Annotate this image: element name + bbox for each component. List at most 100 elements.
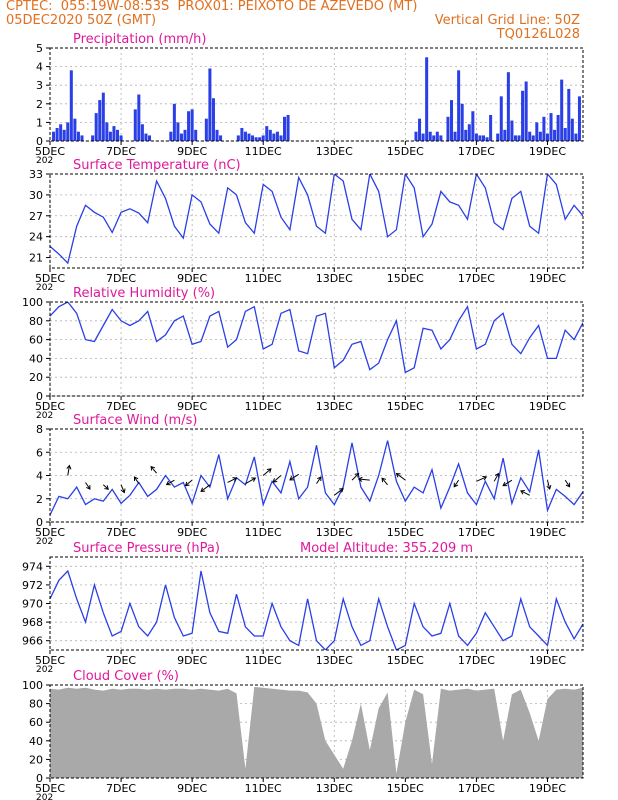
- wind-arrow-head: [150, 465, 156, 471]
- precip-bar: [286, 114, 290, 141]
- y-tick-label: 970: [22, 598, 43, 611]
- precip-bar: [133, 109, 137, 141]
- wind-arrow: [150, 465, 157, 474]
- x-tick-label: 7DEC: [106, 654, 136, 667]
- wind-arrow: [200, 484, 211, 492]
- precip-bar: [119, 135, 123, 141]
- precip-bar: [521, 90, 525, 141]
- wind-arrow-head: [184, 481, 190, 487]
- precip-bar: [215, 129, 219, 141]
- x-tick-label: 9DEC: [177, 400, 207, 413]
- precip-bar: [478, 135, 482, 141]
- precip-bar: [52, 131, 56, 141]
- panel-frame: [49, 428, 584, 523]
- precip-bar: [510, 120, 514, 141]
- precip-bar: [62, 129, 66, 141]
- precip-bar: [439, 135, 443, 141]
- wind-arrow: [289, 473, 299, 481]
- precip-bar: [467, 124, 471, 141]
- y-tick-label: 966: [22, 635, 43, 648]
- wind-arrow-shaft: [262, 468, 272, 476]
- x-tick-label: 17DEC: [458, 400, 495, 413]
- precip-bar: [243, 131, 247, 141]
- x-tick-label: 13DEC: [316, 272, 353, 285]
- wind-arrow-shaft: [67, 465, 70, 476]
- cloud-title: Cloud Cover (%): [73, 669, 179, 684]
- wind-arrow-shaft: [453, 479, 460, 488]
- precip-bar: [137, 94, 141, 141]
- wind-arrow: [476, 475, 488, 482]
- precip-bar: [531, 135, 535, 141]
- pres-title-extra: Model Altitude: 355.209 m: [300, 541, 473, 556]
- panel-frame: [49, 684, 584, 779]
- precip-bar: [204, 118, 208, 141]
- precip-bar: [528, 131, 532, 141]
- wind-line: [50, 440, 583, 516]
- y-tick-label: 40: [29, 735, 43, 748]
- precip-bar: [272, 133, 276, 141]
- precip-bar: [179, 133, 183, 141]
- wind-arrow-head: [354, 472, 360, 478]
- pres-series: [50, 569, 583, 650]
- temp-panel: [46, 173, 584, 272]
- precip-bar: [506, 72, 510, 141]
- wind-arrow: [546, 480, 552, 490]
- precip-bar: [101, 92, 105, 141]
- precip-bar: [254, 137, 258, 141]
- panel-frame: [49, 556, 584, 651]
- precip-series: [52, 57, 581, 141]
- wind-arrow-shaft: [476, 476, 487, 482]
- temp-line: [50, 174, 583, 265]
- wind-arrow-shaft: [85, 482, 91, 490]
- wind-arrow-head: [546, 484, 552, 490]
- precip-bar: [485, 137, 489, 141]
- precip-bar: [279, 135, 283, 141]
- precip-bar: [73, 118, 77, 141]
- x-year-label: 202: [36, 411, 53, 421]
- precip-bar: [268, 129, 272, 141]
- precip-bar: [432, 135, 436, 141]
- x-tick-label: 17DEC: [458, 145, 495, 158]
- precip-bar: [108, 131, 112, 141]
- precip-bar: [258, 137, 262, 141]
- x-tick-label: 5DEC: [35, 145, 65, 158]
- wind-arrow-shaft: [546, 480, 551, 490]
- precip-bar: [105, 122, 109, 141]
- precip-bar: [219, 135, 223, 141]
- header-run-time: 05DEC2020 50Z (GMT): [6, 13, 157, 28]
- precip-bar: [236, 135, 240, 141]
- precip-bar: [144, 133, 148, 141]
- wind-arrow-shaft: [316, 476, 322, 484]
- panel-frame: [49, 47, 584, 142]
- wind-arrow-head: [357, 476, 363, 482]
- wind-arrow: [102, 484, 109, 490]
- x-tick-label: 17DEC: [458, 654, 495, 667]
- precip-bar: [560, 79, 564, 141]
- x-tick-label: 15DEC: [387, 654, 424, 667]
- precip-bar: [535, 122, 539, 141]
- y-tick-label: 60: [29, 716, 43, 729]
- x-tick-label: 7DEC: [106, 272, 136, 285]
- x-tick-label: 5DEC: [35, 272, 65, 285]
- wind-arrow-head: [395, 472, 401, 478]
- wind-arrow: [262, 468, 272, 476]
- y-tick-label: 2: [36, 493, 43, 506]
- x-tick-label: 9DEC: [177, 526, 207, 539]
- precip-bar: [567, 88, 571, 141]
- y-tick-label: 24: [29, 231, 43, 244]
- x-tick-label: 15DEC: [387, 272, 424, 285]
- y-tick-label: 4: [36, 61, 43, 74]
- precip-bar: [524, 81, 528, 141]
- wind-arrow-shaft: [134, 476, 140, 484]
- precip-bar: [425, 57, 429, 141]
- wind-arrow-head: [520, 489, 525, 495]
- precip-bar: [80, 135, 84, 141]
- precip-bar: [549, 113, 553, 141]
- wind-arrow: [316, 476, 322, 484]
- x-tick-label: 17DEC: [458, 526, 495, 539]
- precip-bar: [517, 135, 521, 141]
- y-tick-label: 8: [36, 423, 43, 436]
- wind-arrow-head: [266, 468, 272, 473]
- wind-arrow-head: [339, 488, 344, 493]
